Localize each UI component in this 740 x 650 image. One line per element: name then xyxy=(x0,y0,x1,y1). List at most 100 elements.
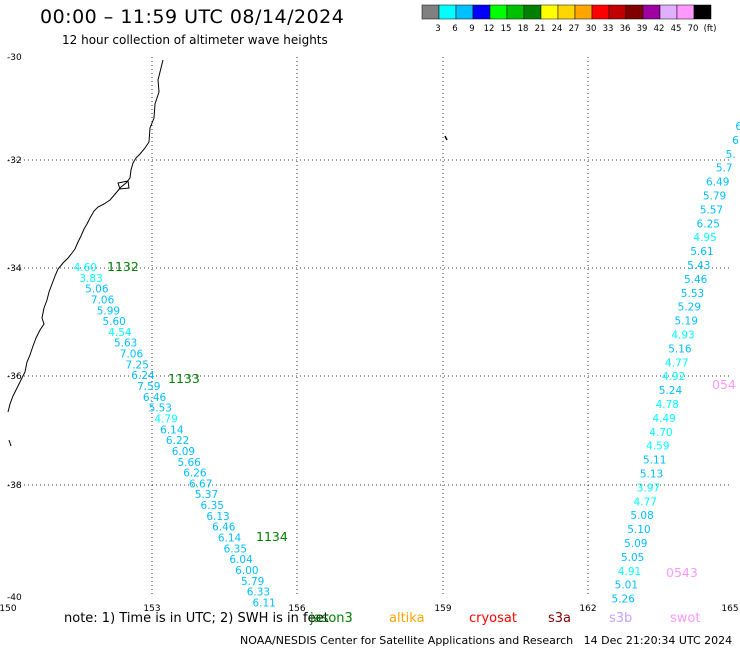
wave-height-value: 6.46 xyxy=(212,522,236,534)
note-text: note: 1) Time is in UTC; 2) SWH is in fe… xyxy=(64,611,329,626)
latitude-label: -36 xyxy=(7,372,22,382)
wave-height-value: 6.00 xyxy=(235,565,258,577)
coastline-point-south xyxy=(8,439,12,447)
color-scale-label: 3 xyxy=(435,24,440,34)
wave-height-value: 5.60 xyxy=(102,316,125,328)
longitude-label: 162 xyxy=(579,604,596,614)
latitude-label: -32 xyxy=(7,156,22,166)
satellite-legend-s3b: s3b xyxy=(609,611,633,626)
wave-height-value: 5.53 xyxy=(681,288,704,300)
color-scale-label: 18 xyxy=(518,24,529,34)
wave-height-value: 5.10 xyxy=(627,524,650,536)
pass-time-label: 054 xyxy=(712,377,736,392)
footer-credit: NOAA/NESDIS Center for Satellite Applica… xyxy=(240,634,732,647)
color-scale-label: 21 xyxy=(535,24,546,34)
wave-height-value: 6.22 xyxy=(166,435,189,447)
wave-height-value: 6.25 xyxy=(697,218,720,230)
wave-height-value: 4.79 xyxy=(154,413,177,425)
page-title: 00:00 – 11:59 UTC 08/14/2024 xyxy=(40,6,345,28)
latitude-label: -38 xyxy=(7,481,22,491)
wave-height-value: 4.54 xyxy=(108,327,132,339)
wave-height-value: 5.7 xyxy=(716,163,733,175)
color-scale-label: 70 xyxy=(688,24,699,34)
wave-height-value: 5.29 xyxy=(678,302,701,314)
satellite-legend-cryosat: cryosat xyxy=(469,611,517,626)
wave-height-value: 5.63 xyxy=(114,338,137,350)
wave-height-value: 6.14 xyxy=(160,424,184,436)
wave-height-value: 4.78 xyxy=(656,399,679,411)
wave-height-value: 4.92 xyxy=(662,371,685,383)
wave-height-value: 4.49 xyxy=(652,413,675,425)
wave-height-value: 5.57 xyxy=(700,204,723,216)
wave-height-value: 5.43 xyxy=(687,260,710,272)
wave-height-value: 6 xyxy=(735,121,740,133)
color-scale-label: 39 xyxy=(637,24,648,34)
wave-height-value: 5.11 xyxy=(643,455,666,467)
wave-height-value: 6 xyxy=(732,135,739,147)
footer-timestamp: 14 Dec 21:20:34 UTC 2024 xyxy=(583,634,733,647)
wave-height-value: 6.26 xyxy=(183,468,207,480)
wave-height-value: 7.59 xyxy=(137,381,160,393)
pass-time-label: 1134 xyxy=(256,529,288,544)
wave-height-value: 5.61 xyxy=(690,246,713,258)
footer-credit-text: NOAA/NESDIS Center for Satellite Applica… xyxy=(240,634,574,647)
wave-height-value: 5.37 xyxy=(195,489,218,501)
wave-height-value: 5.66 xyxy=(177,457,201,469)
wave-height-value: 5.05 xyxy=(621,552,644,564)
wave-height-value: 5.53 xyxy=(149,403,172,415)
wave-height-value: 3.83 xyxy=(79,273,102,285)
latitude-labels: -30 -32 -34 -36 -38 -40 xyxy=(7,53,22,603)
latitude-label: -30 xyxy=(7,53,22,63)
wave-height-value: 4.77 xyxy=(665,357,688,369)
color-scale-label: 15 xyxy=(501,24,512,34)
wave-height-value: 5.13 xyxy=(640,469,663,481)
wave-height-value: 4.77 xyxy=(634,496,657,508)
wave-height-value: 4.91 xyxy=(618,566,641,578)
color-scale-label: 45 xyxy=(671,24,682,34)
wave-height-value: 7.25 xyxy=(126,359,149,371)
wave-height-value: 5. xyxy=(726,149,736,161)
satellite-legend-swot: swot xyxy=(670,611,701,626)
color-scale-label: 9 xyxy=(469,24,474,34)
longitude-label: 153 xyxy=(143,604,160,614)
wave-height-value: 4.59 xyxy=(646,441,669,453)
wave-height-value: 6.33 xyxy=(247,587,270,599)
wave-height-value: 6.67 xyxy=(189,478,212,490)
pass-time-label: 1132 xyxy=(107,259,139,274)
color-swatch xyxy=(693,4,712,20)
coastline-point xyxy=(444,135,448,141)
wave-height-value: 4.60 xyxy=(74,262,97,274)
wave-height-value: 6.46 xyxy=(143,392,167,404)
wave-height-value: 7.06 xyxy=(120,349,144,361)
wave-height-value: 4.93 xyxy=(671,330,694,342)
wave-height-value: 5.26 xyxy=(612,594,636,606)
note-line: note: 1) Time is in UTC; 2) SWH is in fe… xyxy=(64,611,700,626)
wave-height-value: 7.06 xyxy=(91,294,115,306)
wave-height-value: 6.49 xyxy=(706,177,729,189)
longitude-label: 159 xyxy=(434,604,451,614)
color-scale-label: (ft) xyxy=(704,24,717,34)
latitude-label: -34 xyxy=(7,264,22,274)
wave-height-value: 5.01 xyxy=(615,580,638,592)
satellite-legend-s3a: s3a xyxy=(548,611,572,626)
latitude-label: -40 xyxy=(7,593,22,603)
longitude-label: 165 xyxy=(721,604,738,614)
wave-height-value: 6.14 xyxy=(218,533,242,545)
wave-height-value: 4.95 xyxy=(693,232,716,244)
wave-height-value: 5.09 xyxy=(624,538,647,550)
pass-time-label: 0543 xyxy=(666,565,698,580)
pass-time-label: 1133 xyxy=(168,371,200,386)
satellite-legend-altika: altika xyxy=(389,611,425,626)
altimeter-track-west: 4.603.835.067.065.995.604.545.637.067.25… xyxy=(74,262,276,609)
coastline xyxy=(7,59,164,413)
color-scale-label: 24 xyxy=(552,24,563,34)
wave-height-value: 5.19 xyxy=(675,316,698,328)
wave-height-value: 5.99 xyxy=(97,305,120,317)
longitude-label: 156 xyxy=(288,604,305,614)
wave-height-value: 6.24 xyxy=(131,370,155,382)
wave-height-value: 6.09 xyxy=(172,446,195,458)
wave-height-value: 5.79 xyxy=(703,191,726,203)
color-scale-label: 42 xyxy=(654,24,665,34)
altimeter-track-east: 6 6 5. 5.7 6.49 5.795.57 6.25 4.95 5.61 5.43 5.46 5… xyxy=(612,121,740,606)
wave-height-value: 5.08 xyxy=(630,510,653,522)
